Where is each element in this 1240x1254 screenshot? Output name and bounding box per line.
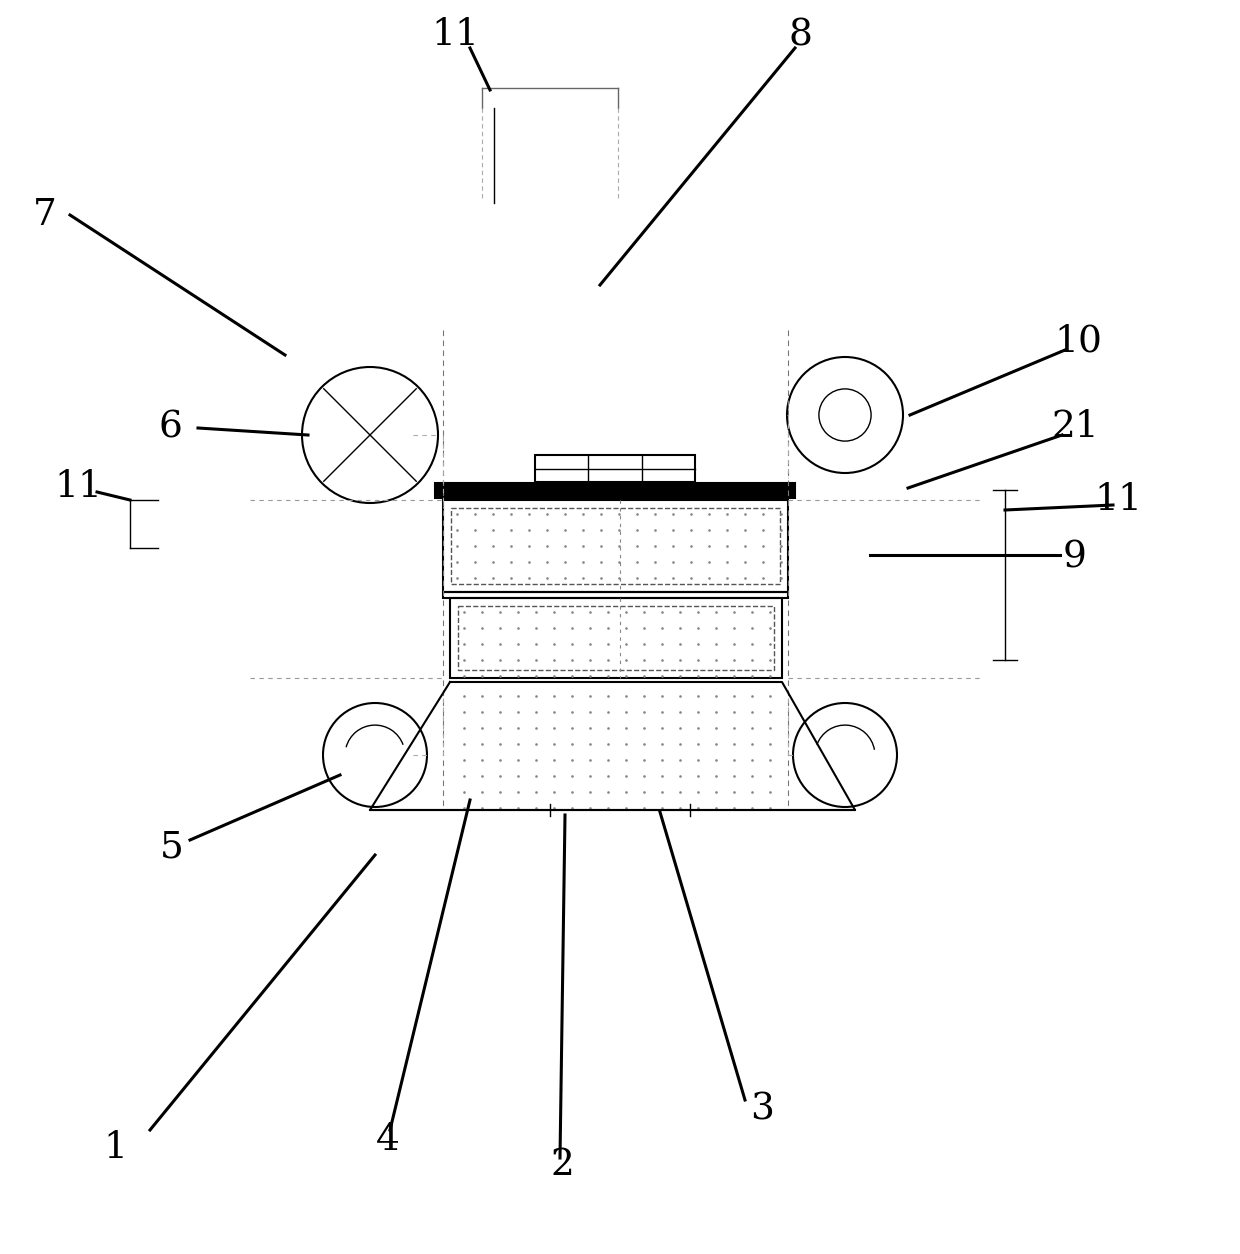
Text: 6: 6 <box>157 410 182 446</box>
Text: 5: 5 <box>160 830 184 867</box>
Text: 1: 1 <box>103 1130 126 1166</box>
Text: 11: 11 <box>1094 482 1142 518</box>
Text: 2: 2 <box>551 1147 574 1183</box>
Text: 10: 10 <box>1054 324 1102 360</box>
Bar <box>443 592 787 598</box>
Text: 21: 21 <box>1052 409 1099 445</box>
Bar <box>458 606 774 670</box>
Bar <box>443 500 787 592</box>
Bar <box>534 455 694 482</box>
Text: 8: 8 <box>789 18 812 53</box>
Text: 7: 7 <box>33 197 57 233</box>
Text: 3: 3 <box>750 1092 774 1129</box>
Text: 11: 11 <box>432 18 479 53</box>
Text: 11: 11 <box>55 469 102 505</box>
Text: 9: 9 <box>1063 540 1087 576</box>
Bar <box>435 483 795 498</box>
Bar <box>450 598 782 678</box>
Text: 4: 4 <box>376 1122 401 1157</box>
Bar <box>451 508 780 584</box>
